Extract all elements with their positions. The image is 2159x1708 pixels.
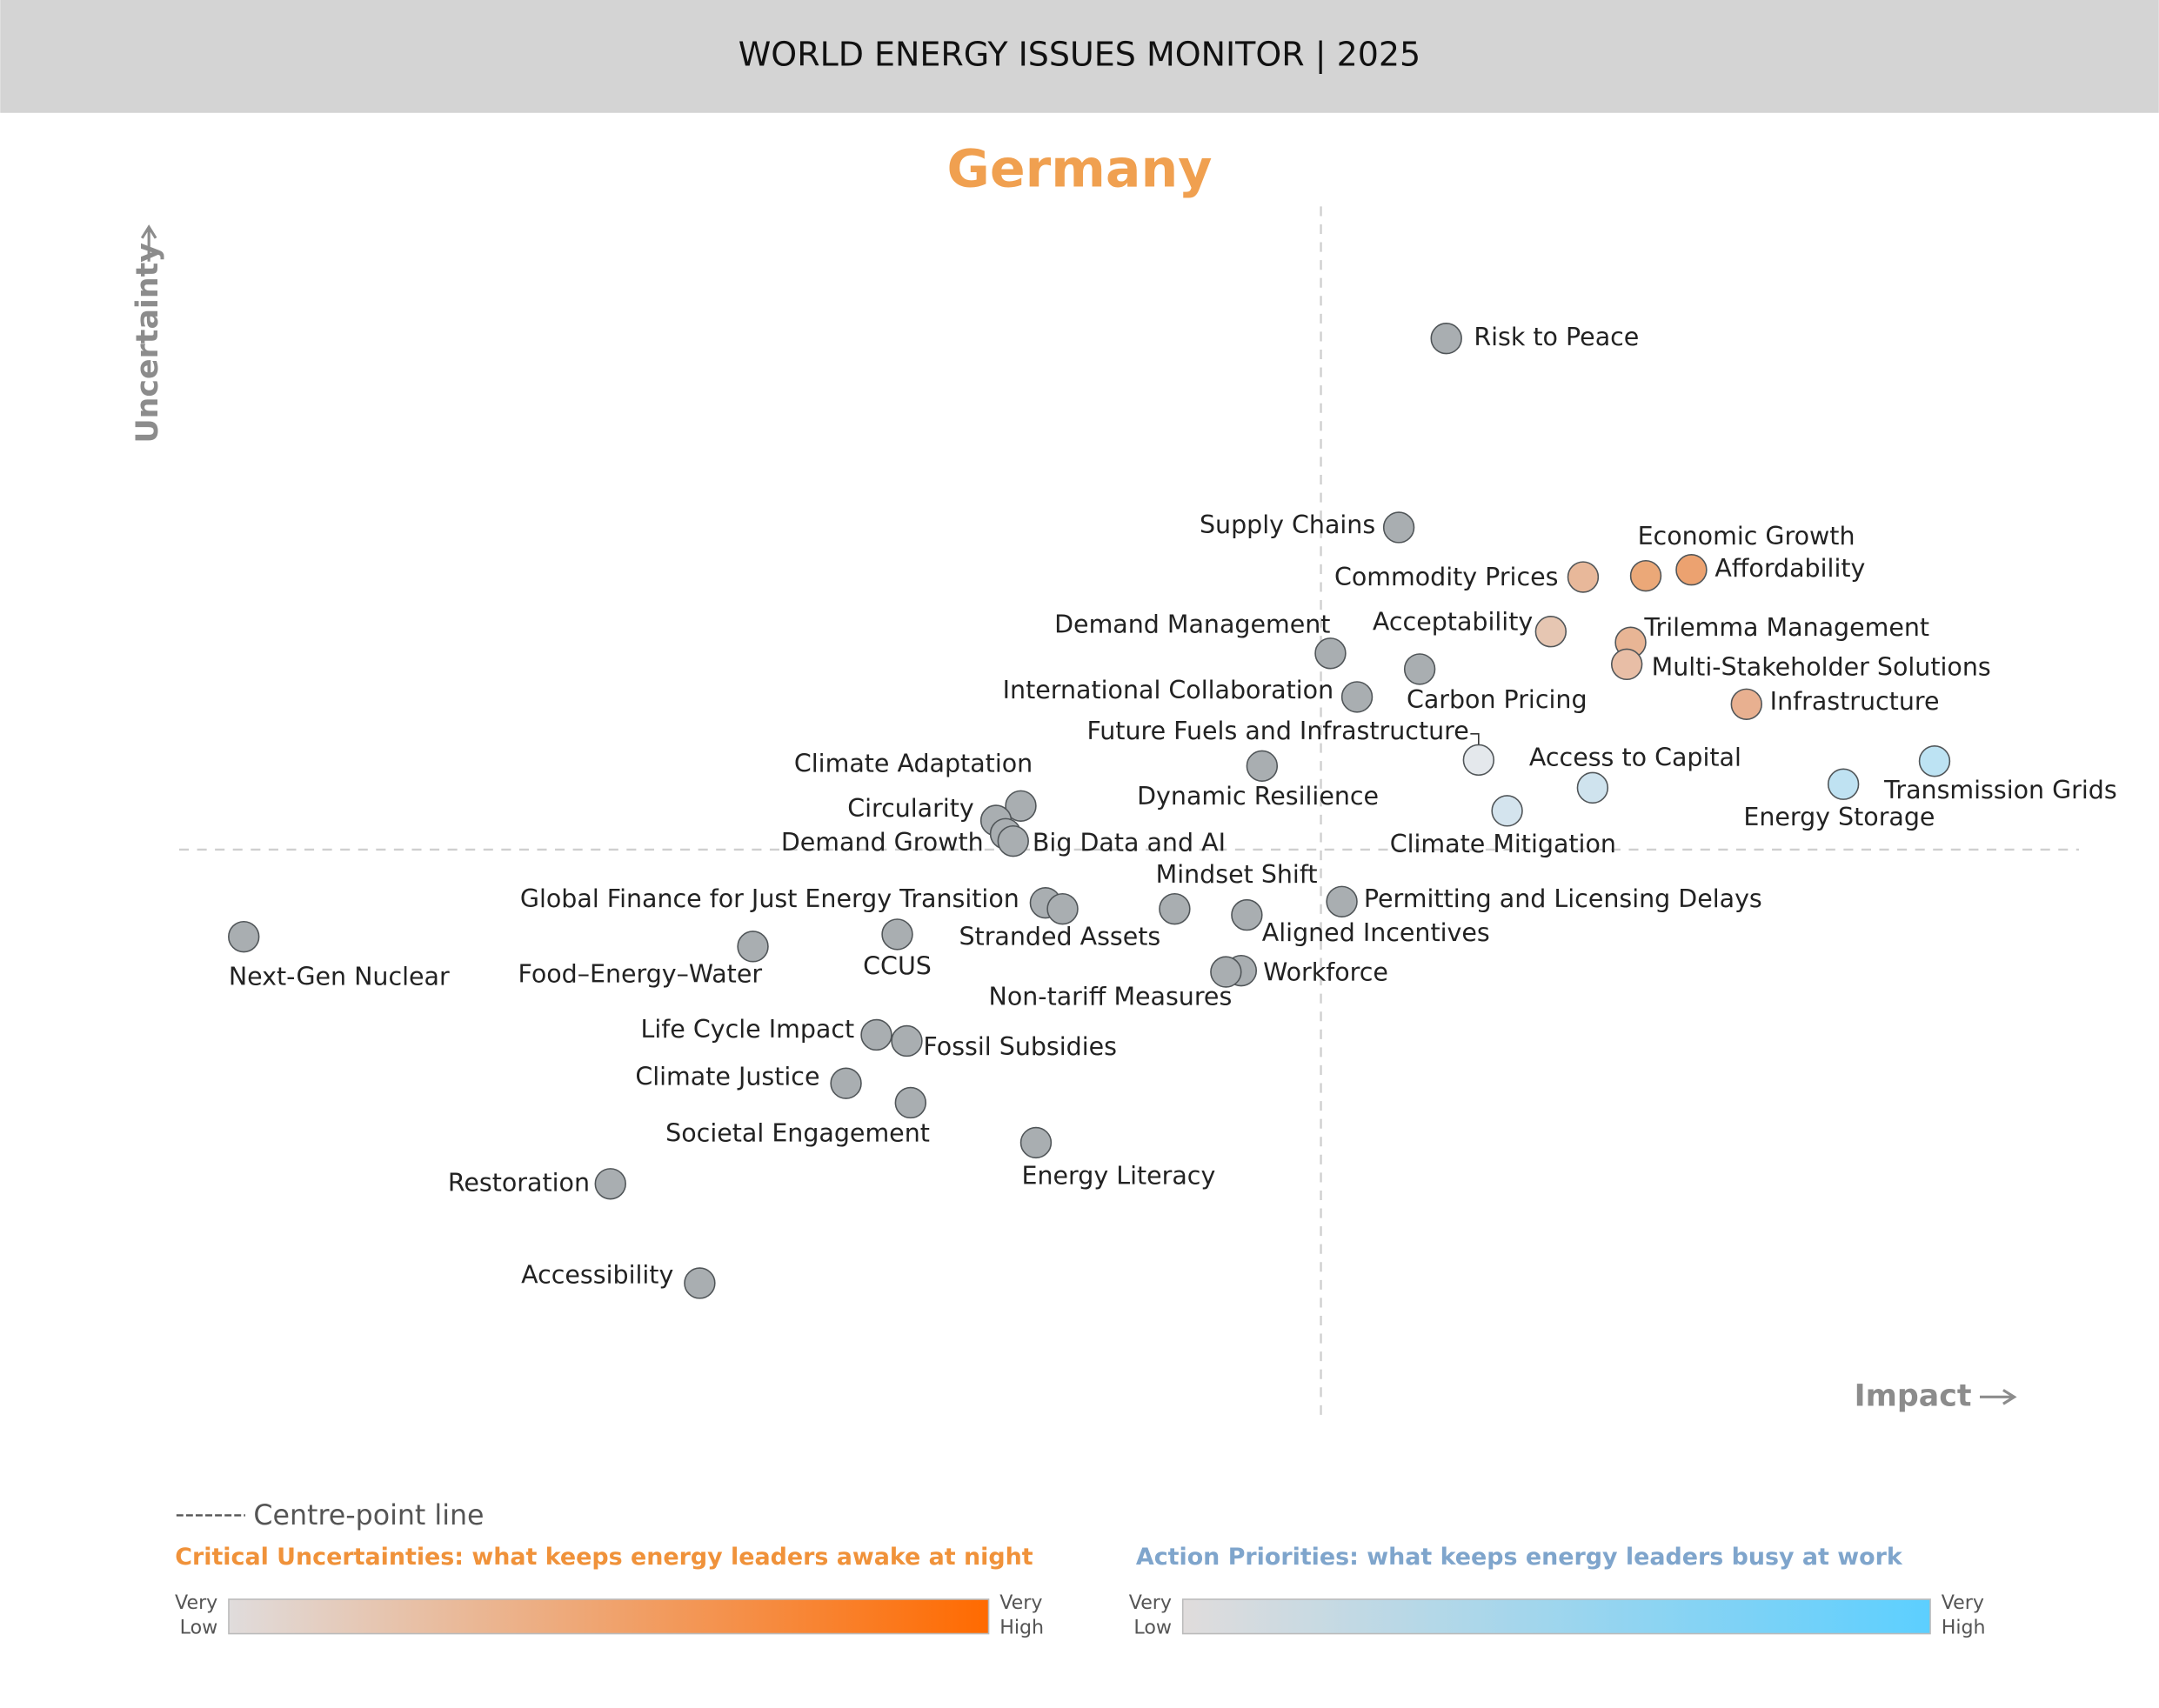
header-band <box>0 0 2159 113</box>
point <box>894 1086 927 1119</box>
point <box>1491 795 1523 827</box>
point <box>860 1018 892 1051</box>
point-label: Restoration <box>448 1168 590 1197</box>
point <box>1005 790 1037 822</box>
legend-low: Low <box>1133 1617 1172 1639</box>
point-label: International Collaboration <box>1003 676 1334 704</box>
point <box>684 1267 716 1299</box>
point-label: Carbon Pricing <box>1407 685 1588 714</box>
point-label: Fossil Subsidies <box>923 1032 1117 1061</box>
legend-scale <box>228 1598 990 1635</box>
point <box>1462 744 1495 777</box>
point <box>1314 637 1347 670</box>
point-label: Dynamic Resilience <box>1137 782 1379 811</box>
point <box>891 1024 923 1057</box>
point <box>1629 559 1662 592</box>
point <box>997 824 1029 857</box>
x-axis-arrow <box>1980 1389 2017 1405</box>
point <box>1340 681 1374 713</box>
header: WORLD ENERGY ISSUES MONITOR | 2025 <box>739 35 1420 74</box>
point <box>594 1168 626 1200</box>
point <box>830 1067 862 1099</box>
legend-high: High <box>999 1617 1044 1639</box>
point <box>1046 892 1079 925</box>
point-label: Circularity <box>847 794 974 823</box>
legend-scale <box>1181 1598 1931 1635</box>
point <box>881 918 913 951</box>
legend-low: Very <box>1129 1591 1172 1614</box>
point <box>1159 892 1191 925</box>
point-label: Supply Chains <box>1200 510 1375 539</box>
point-label: Demand Management <box>1054 610 1330 639</box>
point <box>1827 768 1860 800</box>
point <box>1403 653 1436 685</box>
point-label: Infrastructure <box>1770 687 1940 716</box>
y-axis-label: Uncertainty <box>130 243 165 444</box>
point-label: Stranded Assets <box>959 922 1160 951</box>
point-label: CCUS <box>863 951 932 980</box>
point-label: Global Finance for Just Energy Transitio… <box>520 884 1019 913</box>
point-label: Aligned Incentives <box>1262 918 1490 947</box>
point <box>1231 898 1263 931</box>
y-axis-arrow <box>140 224 157 262</box>
point <box>1918 745 1951 777</box>
point <box>1430 322 1462 355</box>
point-label: Food–Energy–Water <box>518 960 762 989</box>
point-label: Non-tariff Measures <box>989 983 1233 1011</box>
point-label: Energy Literacy <box>1021 1161 1215 1190</box>
point <box>1382 511 1415 544</box>
leader-line <box>1470 732 1480 748</box>
legend-low: Very <box>175 1591 217 1614</box>
point-label: Affordability <box>1714 554 1865 583</box>
point-label: Climate Adaptation <box>794 749 1033 777</box>
point <box>1534 616 1567 648</box>
legend-high: Very <box>999 1591 1042 1614</box>
point-label: Mindset Shift <box>1156 860 1318 889</box>
point <box>1019 1126 1053 1159</box>
point <box>1326 885 1358 917</box>
chart-title: Germany <box>947 138 1213 199</box>
point-label: Permitting and Licensing Delays <box>1364 884 1762 913</box>
point <box>1576 771 1609 804</box>
point-label: Commodity Prices <box>1334 563 1559 591</box>
point <box>228 920 260 953</box>
point <box>1246 750 1279 783</box>
point-label: Energy Storage <box>1743 803 1935 831</box>
point <box>1567 561 1600 593</box>
point-label: Economic Growth <box>1638 522 1855 550</box>
point <box>1675 553 1708 586</box>
point-label: Acceptability <box>1373 608 1533 637</box>
legend-caption: Critical Uncertainties: what keeps energ… <box>175 1544 1033 1571</box>
point-label: Life Cycle Impact <box>641 1015 855 1044</box>
point <box>1610 648 1643 681</box>
point-label: Workforce <box>1263 957 1388 986</box>
point-label: Big Data and AI <box>1033 828 1226 857</box>
point-label: Trilemma Management <box>1643 613 1929 642</box>
legend-high: Very <box>1942 1591 1984 1614</box>
legend-high: High <box>1942 1617 1986 1639</box>
legend-low: Low <box>180 1617 218 1639</box>
point <box>1730 688 1762 720</box>
point-label: Next-Gen Nuclear <box>229 963 450 991</box>
point-label: Future Fuels and Infrastructure <box>1086 717 1468 745</box>
point-label: Societal Engagement <box>665 1118 930 1147</box>
point-label: Climate Justice <box>635 1062 819 1091</box>
legend-centre-line: Centre-point line <box>253 1500 484 1531</box>
point <box>737 931 769 963</box>
point <box>1210 956 1242 988</box>
point-label: Transmission Grids <box>1883 776 2117 804</box>
x-axis-label: Impact <box>1855 1378 1972 1413</box>
point-label: Climate Mitigation <box>1390 830 1616 858</box>
legend-caption: Action Priorities: what keeps energy lea… <box>1136 1544 1903 1571</box>
point-label: Accessibility <box>521 1261 673 1290</box>
point-label: Multi-Stakeholder Solutions <box>1652 653 1991 682</box>
point-label: Risk to Peace <box>1474 323 1639 351</box>
point-label: Access to Capital <box>1529 744 1741 772</box>
point-label: Demand Growth <box>781 828 984 857</box>
